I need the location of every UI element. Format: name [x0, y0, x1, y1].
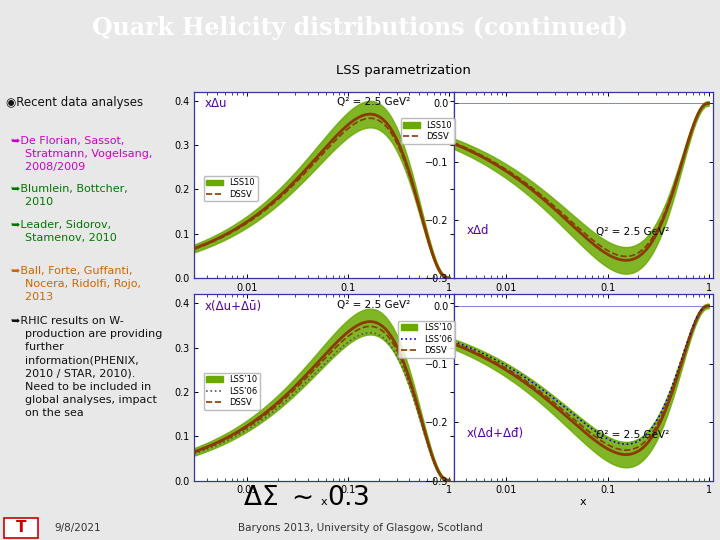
FancyBboxPatch shape — [4, 518, 38, 538]
Text: 9/8/2021: 9/8/2021 — [54, 523, 101, 533]
Text: Q² = 2.5 GeV²: Q² = 2.5 GeV² — [596, 227, 670, 237]
Text: ◉Recent data analyses: ◉Recent data analyses — [6, 96, 143, 109]
Text: LSS parametrization: LSS parametrization — [336, 64, 471, 77]
X-axis label: x: x — [580, 497, 587, 507]
Text: Baryons 2013, University of Glasgow, Scotland: Baryons 2013, University of Glasgow, Sco… — [238, 523, 482, 533]
Text: Quark Helicity distributions (continued): Quark Helicity distributions (continued) — [92, 16, 628, 40]
Text: Q² = 2.5 GeV²: Q² = 2.5 GeV² — [596, 430, 670, 440]
Text: ➥RHIC results on W-
    production are providing
    further
    information(PHE: ➥RHIC results on W- production are provi… — [12, 316, 163, 418]
Text: x(Δu+Δū): x(Δu+Δū) — [204, 300, 262, 313]
Text: x(Δd+Δđ): x(Δd+Δđ) — [467, 427, 523, 440]
Legend: LSS10, DSSV: LSS10, DSSV — [400, 118, 454, 144]
Text: ➥Ball, Forte, Guffanti,
    Nocera, Ridolfi, Rojo,
    2013: ➥Ball, Forte, Guffanti, Nocera, Ridolfi,… — [12, 266, 141, 302]
Legend: LSS’10, LSS’06, DSSV: LSS’10, LSS’06, DSSV — [204, 373, 261, 410]
Legend: LSS10, DSSV: LSS10, DSSV — [204, 176, 258, 201]
Text: $\Delta\Sigma\ \sim\ 0.3$: $\Delta\Sigma\ \sim\ 0.3$ — [243, 485, 369, 510]
X-axis label: x: x — [320, 497, 328, 507]
Text: xΔd: xΔd — [467, 224, 489, 237]
Legend: LSS’10, LSS’06, DSSV: LSS’10, LSS’06, DSSV — [398, 321, 454, 358]
Text: ➥Blumlein, Bottcher,
    2010: ➥Blumlein, Bottcher, 2010 — [12, 184, 128, 207]
Text: Q² = 2.5 GeV²: Q² = 2.5 GeV² — [337, 300, 410, 310]
Text: Q² = 2.5 GeV²: Q² = 2.5 GeV² — [337, 97, 410, 107]
Text: T: T — [16, 521, 26, 535]
Text: ➥Leader, Sidorov,
    Stamenov, 2010: ➥Leader, Sidorov, Stamenov, 2010 — [12, 220, 117, 243]
Text: ➥De Florian, Sassot,
    Stratmann, Vogelsang,
    2008/2009: ➥De Florian, Sassot, Stratmann, Vogelsan… — [12, 136, 153, 172]
Text: xΔu: xΔu — [204, 97, 228, 110]
